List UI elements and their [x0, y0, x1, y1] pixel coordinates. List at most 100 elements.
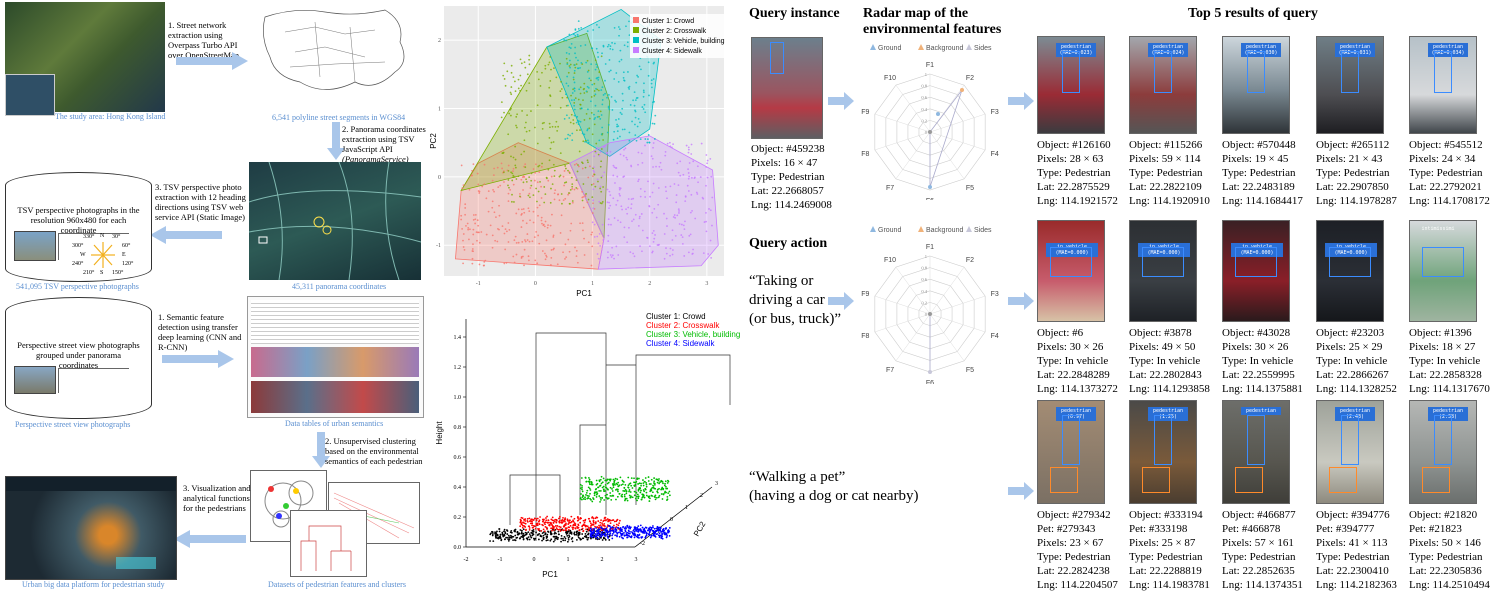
data-point [599, 500, 601, 503]
data-point [663, 212, 665, 215]
data-point [489, 540, 491, 542]
result-photo[interactable]: in vehicle (MAE=0.000) [1037, 220, 1105, 322]
data-point [569, 229, 572, 232]
action1-text: “Taking or driving a car (or bus, truck)… [749, 273, 842, 327]
data-point [604, 516, 607, 519]
result-info-line: Type: Pedestrian [1129, 167, 1203, 179]
result-photo[interactable]: pedestrian (MAE=0.034) [1409, 36, 1477, 134]
result-photo[interactable]: pedestrian (2.43) [1316, 400, 1384, 504]
data-point [642, 528, 645, 531]
data-point [560, 519, 563, 522]
radar-spoke [929, 313, 965, 362]
data-point [655, 216, 658, 219]
data-point [604, 494, 607, 497]
data-point [604, 529, 607, 532]
data-point [467, 228, 470, 231]
data-point [528, 538, 531, 541]
detection-box [1050, 247, 1092, 277]
data-point [528, 529, 531, 531]
result-photo[interactable]: pedestrian (1.25) [1129, 400, 1197, 504]
data-point [640, 152, 643, 155]
result-photo[interactable]: in vehicle (MAE=0.000) [1129, 220, 1197, 322]
data-point [619, 187, 622, 190]
data-point [672, 216, 675, 218]
data-point [632, 99, 635, 102]
result-photo[interactable]: in vehicle (MAE=0.000) [1222, 220, 1290, 322]
data-point [536, 181, 539, 184]
data-point [502, 74, 505, 77]
result-photo[interactable]: pedestrian [1222, 400, 1290, 504]
data-point [634, 527, 637, 530]
result-photo[interactable]: in vehicle (MAE=0.000) [1316, 220, 1384, 322]
detection-box [1062, 51, 1080, 93]
result-photo[interactable]: pedestrian (MAE=0.030) [1222, 36, 1290, 134]
radar-axis-label: F10 [884, 257, 896, 264]
data-point [574, 97, 577, 100]
data-point [586, 538, 589, 541]
data-point [590, 233, 593, 236]
data-point [525, 537, 528, 540]
data-point [591, 133, 594, 136]
result-photo[interactable]: intimissimi [1409, 220, 1477, 322]
data-point [602, 139, 605, 141]
data-point [504, 228, 507, 230]
data-point [561, 521, 563, 524]
data-point [528, 533, 531, 536]
data-point [551, 183, 554, 186]
data-point [600, 160, 603, 163]
data-point [626, 533, 628, 536]
data-point [528, 525, 531, 528]
data-point [700, 142, 703, 145]
result-info-line: Object: #333194 [1129, 509, 1203, 521]
data-point [613, 217, 616, 219]
data-point [617, 26, 620, 28]
data-point [621, 530, 624, 533]
result-photo[interactable]: pedestrian (0.97) [1037, 400, 1105, 504]
data-point [627, 198, 630, 200]
data-point [524, 531, 527, 534]
detection-box [1341, 415, 1359, 465]
result-photo[interactable]: pedestrian (MAE=0.023) [1037, 36, 1105, 134]
data-point [557, 193, 559, 196]
data-point [625, 25, 627, 28]
data-point [599, 478, 602, 481]
data-point [591, 231, 594, 234]
data-point [524, 526, 527, 528]
data-point [612, 174, 615, 177]
data-point [617, 219, 619, 222]
data-point [569, 532, 572, 534]
data-point [625, 527, 627, 530]
data-point [607, 234, 610, 237]
data-point [645, 534, 648, 537]
result-photo[interactable]: pedestrian (MAE=0.024) [1129, 36, 1197, 134]
data-point [582, 140, 585, 143]
data-point [581, 199, 584, 202]
data-point [552, 540, 555, 543]
data-point [510, 171, 512, 174]
data-point [620, 484, 623, 486]
cluster-points [460, 162, 596, 267]
data-point [577, 516, 579, 518]
data-point [666, 498, 669, 501]
data-point [633, 481, 635, 484]
data-point [633, 485, 636, 487]
data-point [549, 104, 552, 107]
data-point [637, 497, 640, 500]
data-point [585, 491, 588, 494]
data-point [581, 490, 584, 493]
data-point [666, 197, 668, 200]
data-point [608, 478, 611, 481]
result-photo[interactable]: pedestrian (MAE=0.031) [1316, 36, 1384, 134]
data-point [524, 239, 526, 241]
data-point [562, 175, 565, 178]
data-point [579, 66, 582, 69]
result-photo[interactable]: pedestrian (2.38) [1409, 400, 1477, 504]
data-point [575, 255, 578, 258]
legend-label: Cluster 3: Vehicle, building [646, 330, 740, 339]
result-info-line: Object: #43028 [1222, 327, 1291, 339]
data-point [532, 519, 535, 521]
data-point [599, 521, 602, 524]
data-point [545, 535, 548, 538]
data-point [622, 154, 625, 157]
data-point [596, 253, 599, 255]
